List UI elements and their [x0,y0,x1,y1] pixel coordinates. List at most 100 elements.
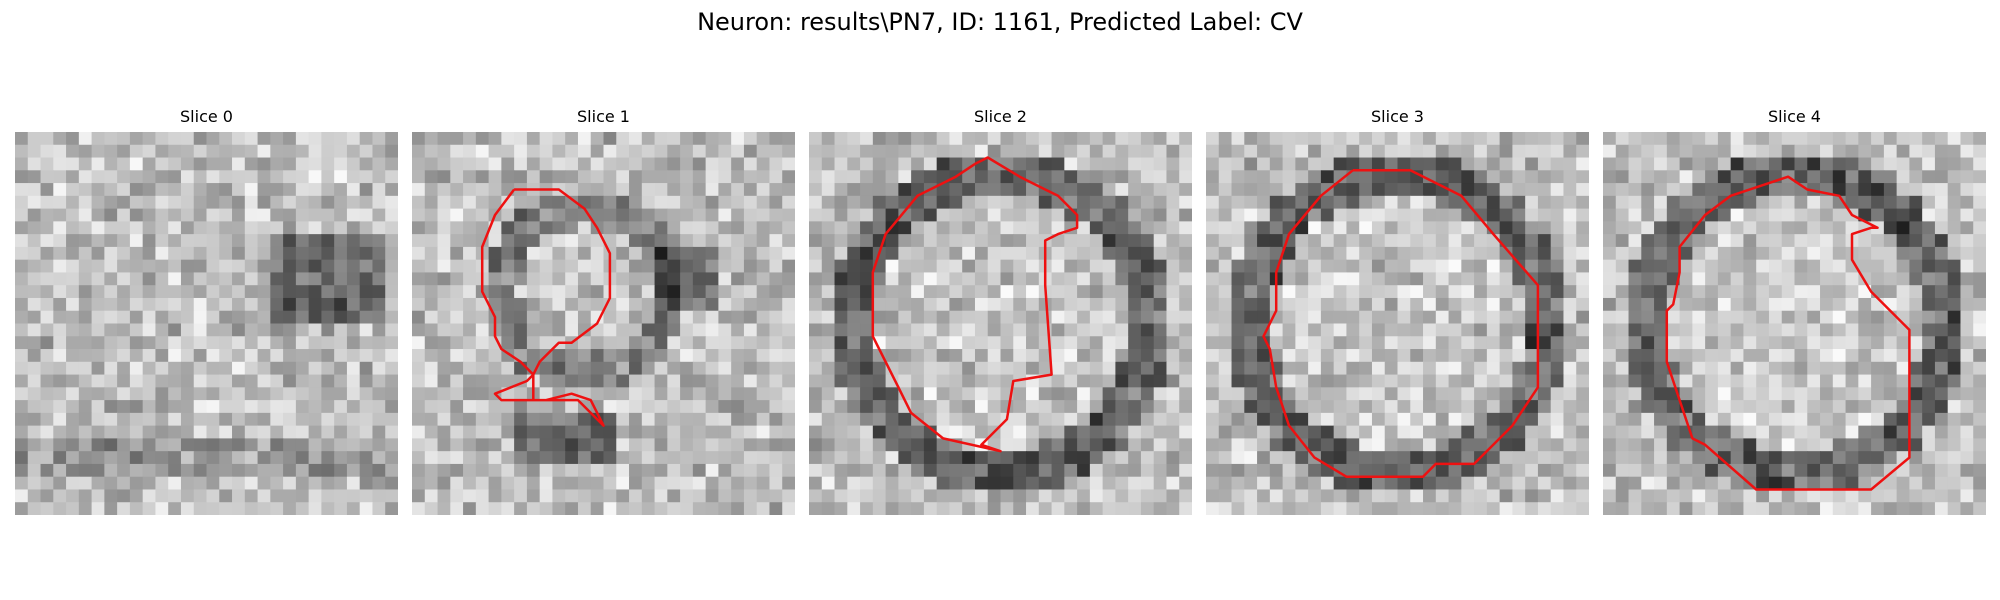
pixel-cell [1461,451,1475,465]
pixel-cell [872,221,887,235]
pixel-cell [1871,132,1885,146]
pixel-cell [1934,438,1949,452]
pixel-cell [1051,310,1065,324]
pixel-cell [1448,387,1462,401]
pixel-cell [629,246,643,261]
pixel-cell [437,412,451,427]
pixel-cell [1883,234,1898,248]
pixel-cell [321,208,335,222]
pixel-cell [936,208,950,222]
pixel-cell [450,221,464,235]
pixel-cell [565,463,579,478]
pixel-cell [1730,195,1744,210]
pixel-cell [654,387,668,401]
pixel-cell [1641,208,1655,222]
pixel-cell [1282,157,1296,171]
pixel-cell [821,157,836,171]
pixel-cell [821,361,836,376]
pixel-cell [1244,425,1258,439]
pixel-cell [616,361,630,376]
pixel-cell [1641,170,1655,184]
segmentation-contour [1262,169,1540,478]
pixel-cell [1320,259,1335,273]
pixel-cell [1525,183,1539,197]
pixel-cell [1397,234,1411,248]
pixel-cell [1960,285,1974,299]
pixel-cell [1525,297,1539,312]
pixel-cell [1922,412,1936,427]
pixel-cell [1717,144,1732,159]
slice-image-0 [15,132,398,515]
pixel-cell [1603,170,1617,184]
pixel-cell [244,297,259,312]
pixel-cell [590,502,604,515]
pixel-cell [1359,272,1373,286]
pixel-cell [1333,132,1347,146]
pixel-cell [142,451,156,465]
pixel-cell [1410,272,1424,286]
pixel-cell [949,387,963,401]
pixel-cell [1743,463,1757,478]
pixel-cell [1550,144,1564,159]
pixel-cell [1717,323,1732,337]
pixel-cell [1128,272,1142,286]
pixel-cell [962,425,976,439]
pixel-cell [1820,208,1834,222]
pixel-cell [860,195,874,210]
pixel-cell [1615,234,1630,248]
pixel-cell [91,272,105,286]
pixel-cell [1512,246,1526,261]
pixel-cell [385,272,398,286]
pixel-cell [180,438,195,452]
pixel-cell [769,502,783,515]
pixel-cell [860,349,874,363]
pixel-cell [1615,221,1630,235]
pixel-cell [1858,412,1872,427]
pixel-cell [860,208,874,222]
pixel-cell [654,361,668,376]
pixel-cell [1102,234,1116,248]
pixel-cell [1679,438,1693,452]
pixel-cell [501,259,515,273]
pixel-cell [743,144,758,159]
pixel-cell [1922,349,1936,363]
pixel-cell [1026,208,1040,222]
pixel-cell [346,323,361,337]
pixel-cell [1384,132,1398,146]
pixel-cell [1423,323,1437,337]
pixel-cell [809,132,823,146]
pixel-cell [91,132,105,146]
pixel-cell [1871,246,1885,261]
pixel-cell [1563,374,1577,388]
pixel-cell [78,195,93,210]
pixel-cell [346,170,361,184]
pixel-cell [590,170,604,184]
pixel-cell [450,310,464,324]
pixel-cell [1179,170,1192,184]
pixel-cell [1295,132,1309,146]
pixel-cell [1576,476,1589,490]
pixel-cell [1858,195,1872,210]
pixel-cell [756,144,770,159]
pixel-cell [232,463,246,478]
pixel-cell [514,387,528,401]
pixel-cell [1960,221,1974,235]
pixel-cell [1102,323,1116,337]
pixel-cell [1077,144,1091,159]
pixel-cell [1244,502,1258,515]
pixel-cell [91,489,105,503]
pixel-cell [860,323,874,337]
pixel-cell [885,183,899,197]
pixel-cell [1563,310,1577,324]
pixel-cell [1820,285,1834,299]
pixel-cell [244,323,259,337]
pixel-cell [1282,259,1296,273]
pixel-cell [1692,489,1706,503]
pixel-cell [257,157,271,171]
pixel-cell [1474,336,1488,350]
pixel-cell [488,259,502,273]
pixel-cell [1166,297,1180,312]
pixel-cell [1026,144,1040,159]
pixel-cell [809,451,823,465]
pixel-cell [1781,221,1795,235]
